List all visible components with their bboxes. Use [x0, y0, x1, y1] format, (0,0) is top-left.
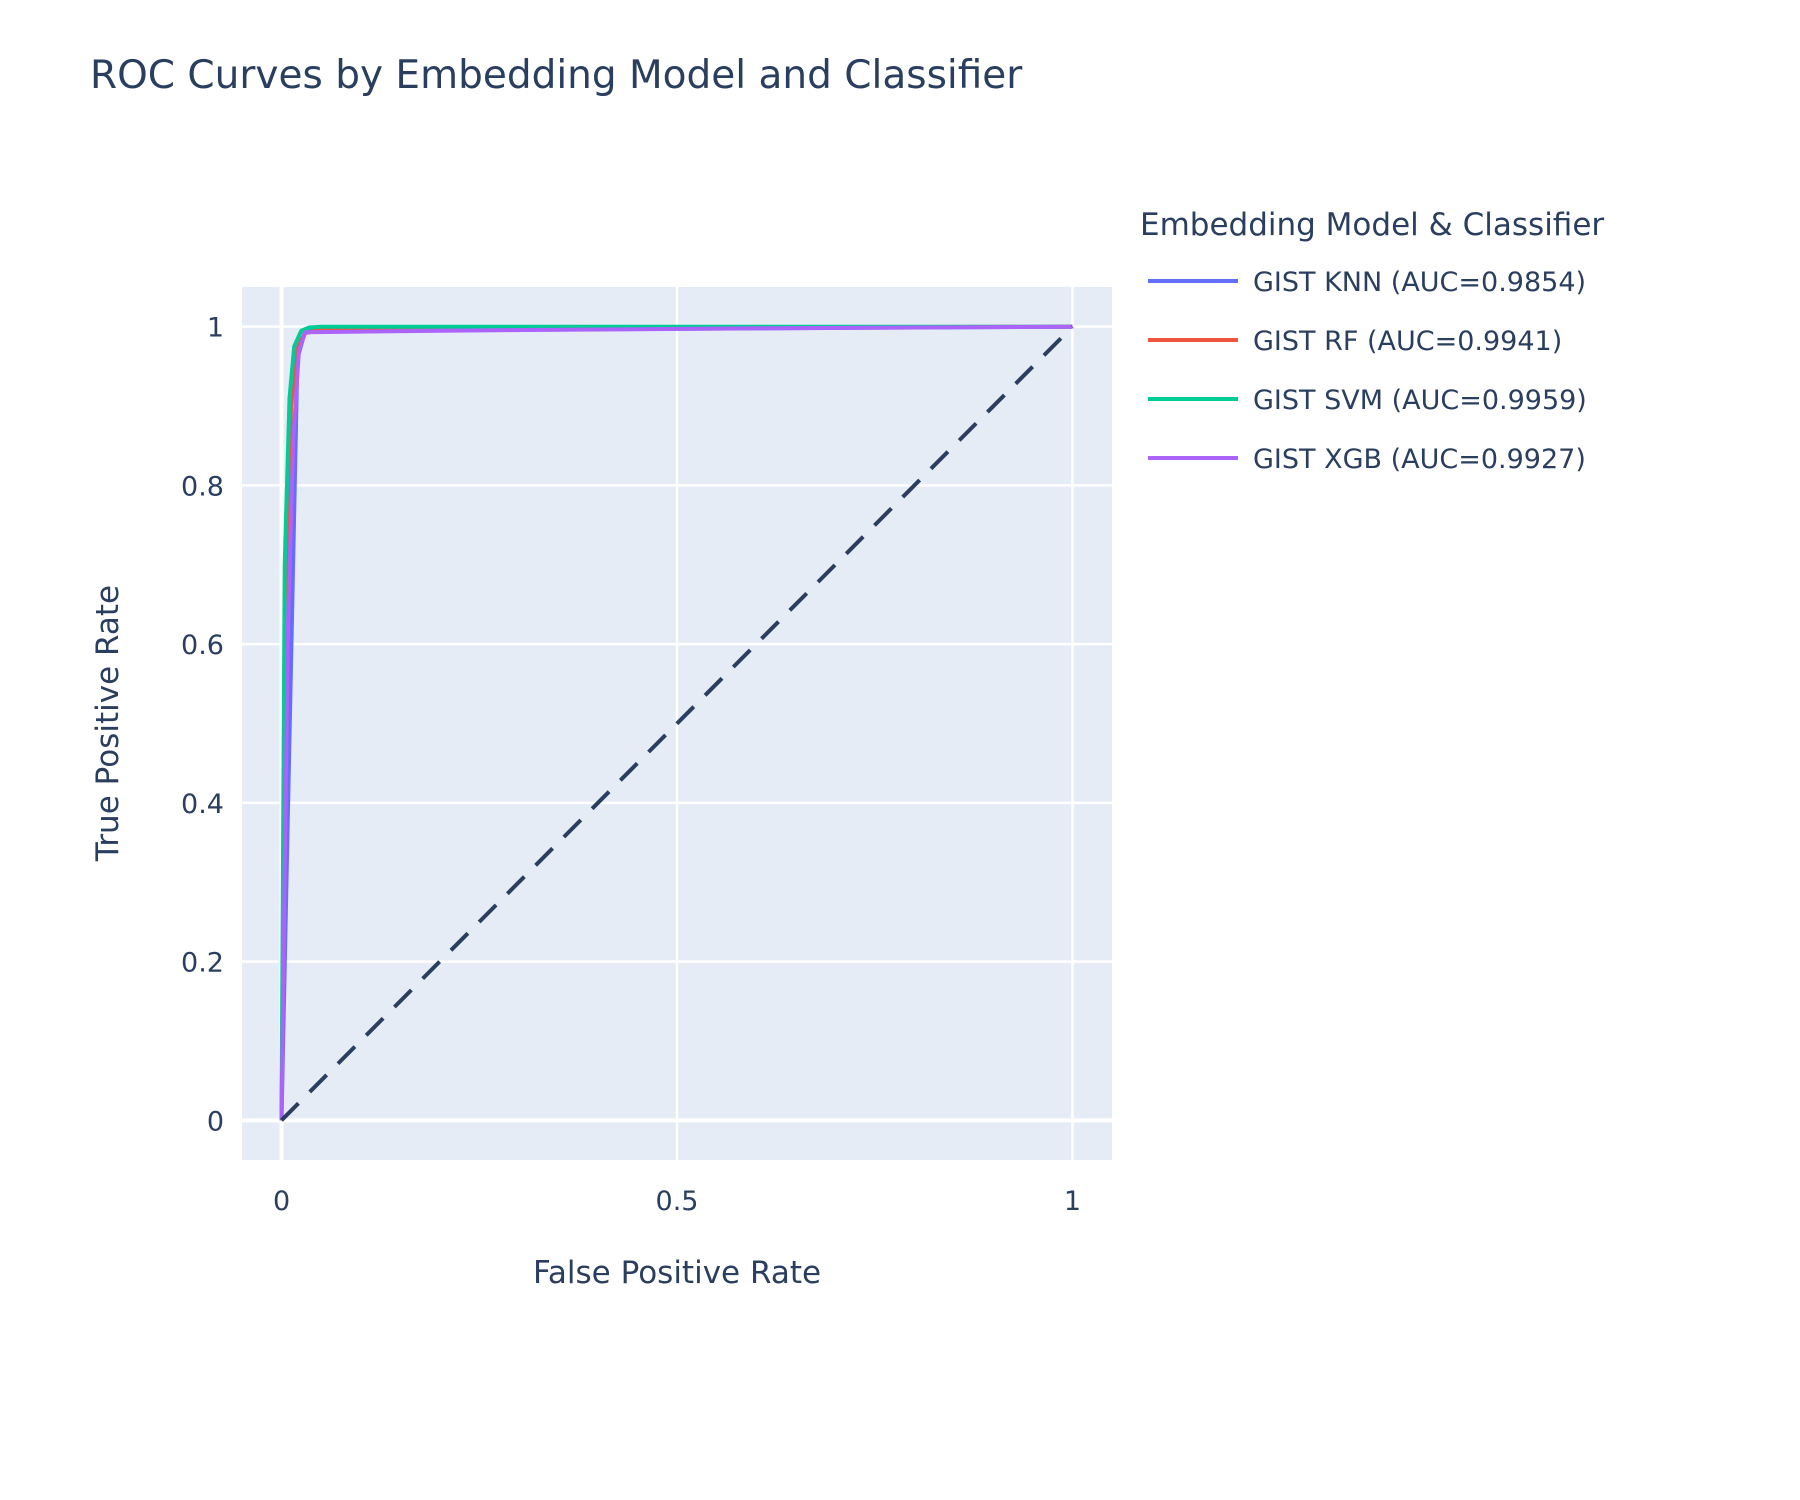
y-tick-label: 0.4: [181, 789, 224, 820]
y-axis-title: True Positive Rate: [90, 585, 126, 862]
y-tick-label: 0.6: [181, 630, 224, 661]
y-tick-label: 0: [207, 1106, 224, 1137]
x-axis-title: False Positive Rate: [533, 1255, 821, 1291]
y-tick-label: 0.8: [181, 471, 224, 502]
legend-label: GIST SVM (AUC=0.9959): [1253, 385, 1587, 416]
x-tick-label: 0.5: [656, 1186, 699, 1217]
legend-title: Embedding Model & Classifier: [1140, 207, 1604, 243]
x-tick-label: 0: [273, 1186, 290, 1217]
y-tick-label: 1: [207, 313, 224, 344]
legend-label: GIST XGB (AUC=0.9927): [1253, 444, 1586, 475]
legend-label: GIST RF (AUC=0.9941): [1253, 326, 1562, 357]
y-tick-label: 0.2: [181, 948, 224, 979]
x-tick-label: 1: [1064, 1186, 1081, 1217]
chart-title: ROC Curves by Embedding Model and Classi…: [90, 53, 1023, 98]
legend-label: GIST KNN (AUC=0.9854): [1253, 267, 1586, 298]
